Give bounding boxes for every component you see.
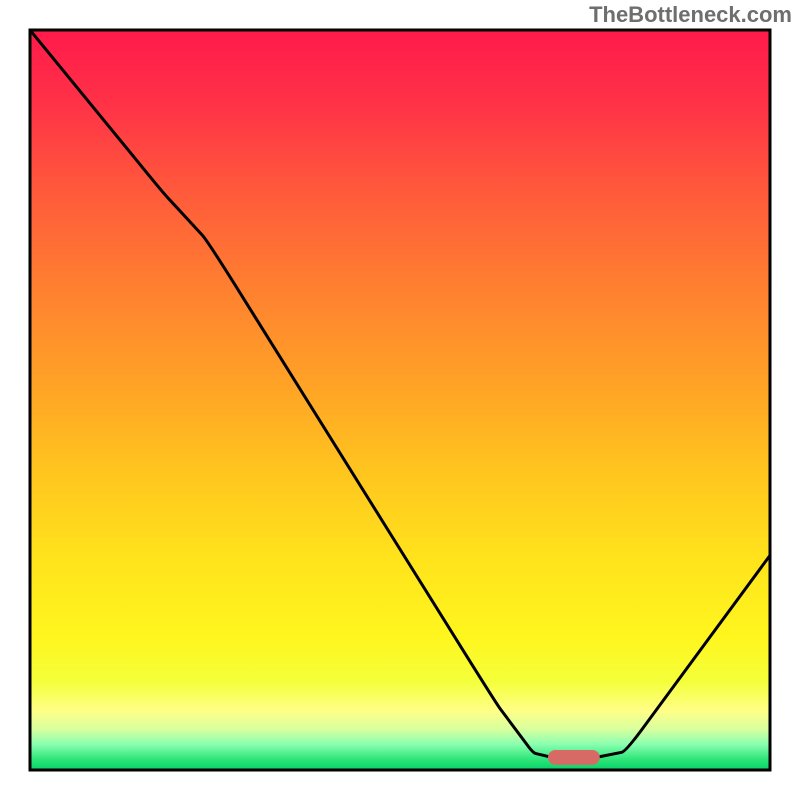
optimal-marker <box>548 750 600 765</box>
figure-container: TheBottleneck.com <box>0 0 800 800</box>
watermark-label: TheBottleneck.com <box>589 2 792 28</box>
bottleneck-curve-chart <box>0 0 800 800</box>
plot-background <box>30 30 770 770</box>
